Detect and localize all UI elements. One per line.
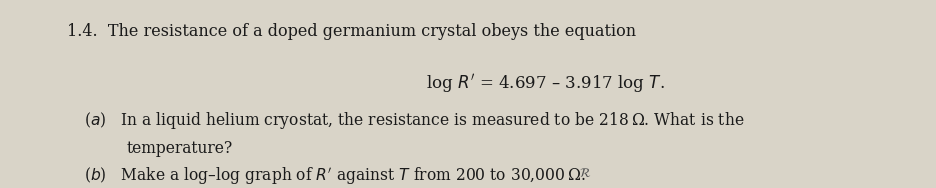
- Text: ($a$)   In a liquid helium cryostat, the resistance is measured to be 218 Ω. Wha: ($a$) In a liquid helium cryostat, the r…: [84, 110, 744, 131]
- Text: temperature?: temperature?: [126, 140, 232, 157]
- Text: log $R'$ = 4.697 – 3.917 log $T$.: log $R'$ = 4.697 – 3.917 log $T$.: [426, 72, 665, 95]
- Text: 1.4.  The resistance of a doped germanium crystal obeys the equation: 1.4. The resistance of a doped germanium…: [67, 23, 636, 39]
- Text: ($b$)   Make a log–log graph of $R'$ against $T$ from 200 to 30,000 Ω.: ($b$) Make a log–log graph of $R'$ again…: [84, 165, 586, 186]
- Text: $\mathcal{R}$: $\mathcal{R}$: [578, 167, 591, 180]
